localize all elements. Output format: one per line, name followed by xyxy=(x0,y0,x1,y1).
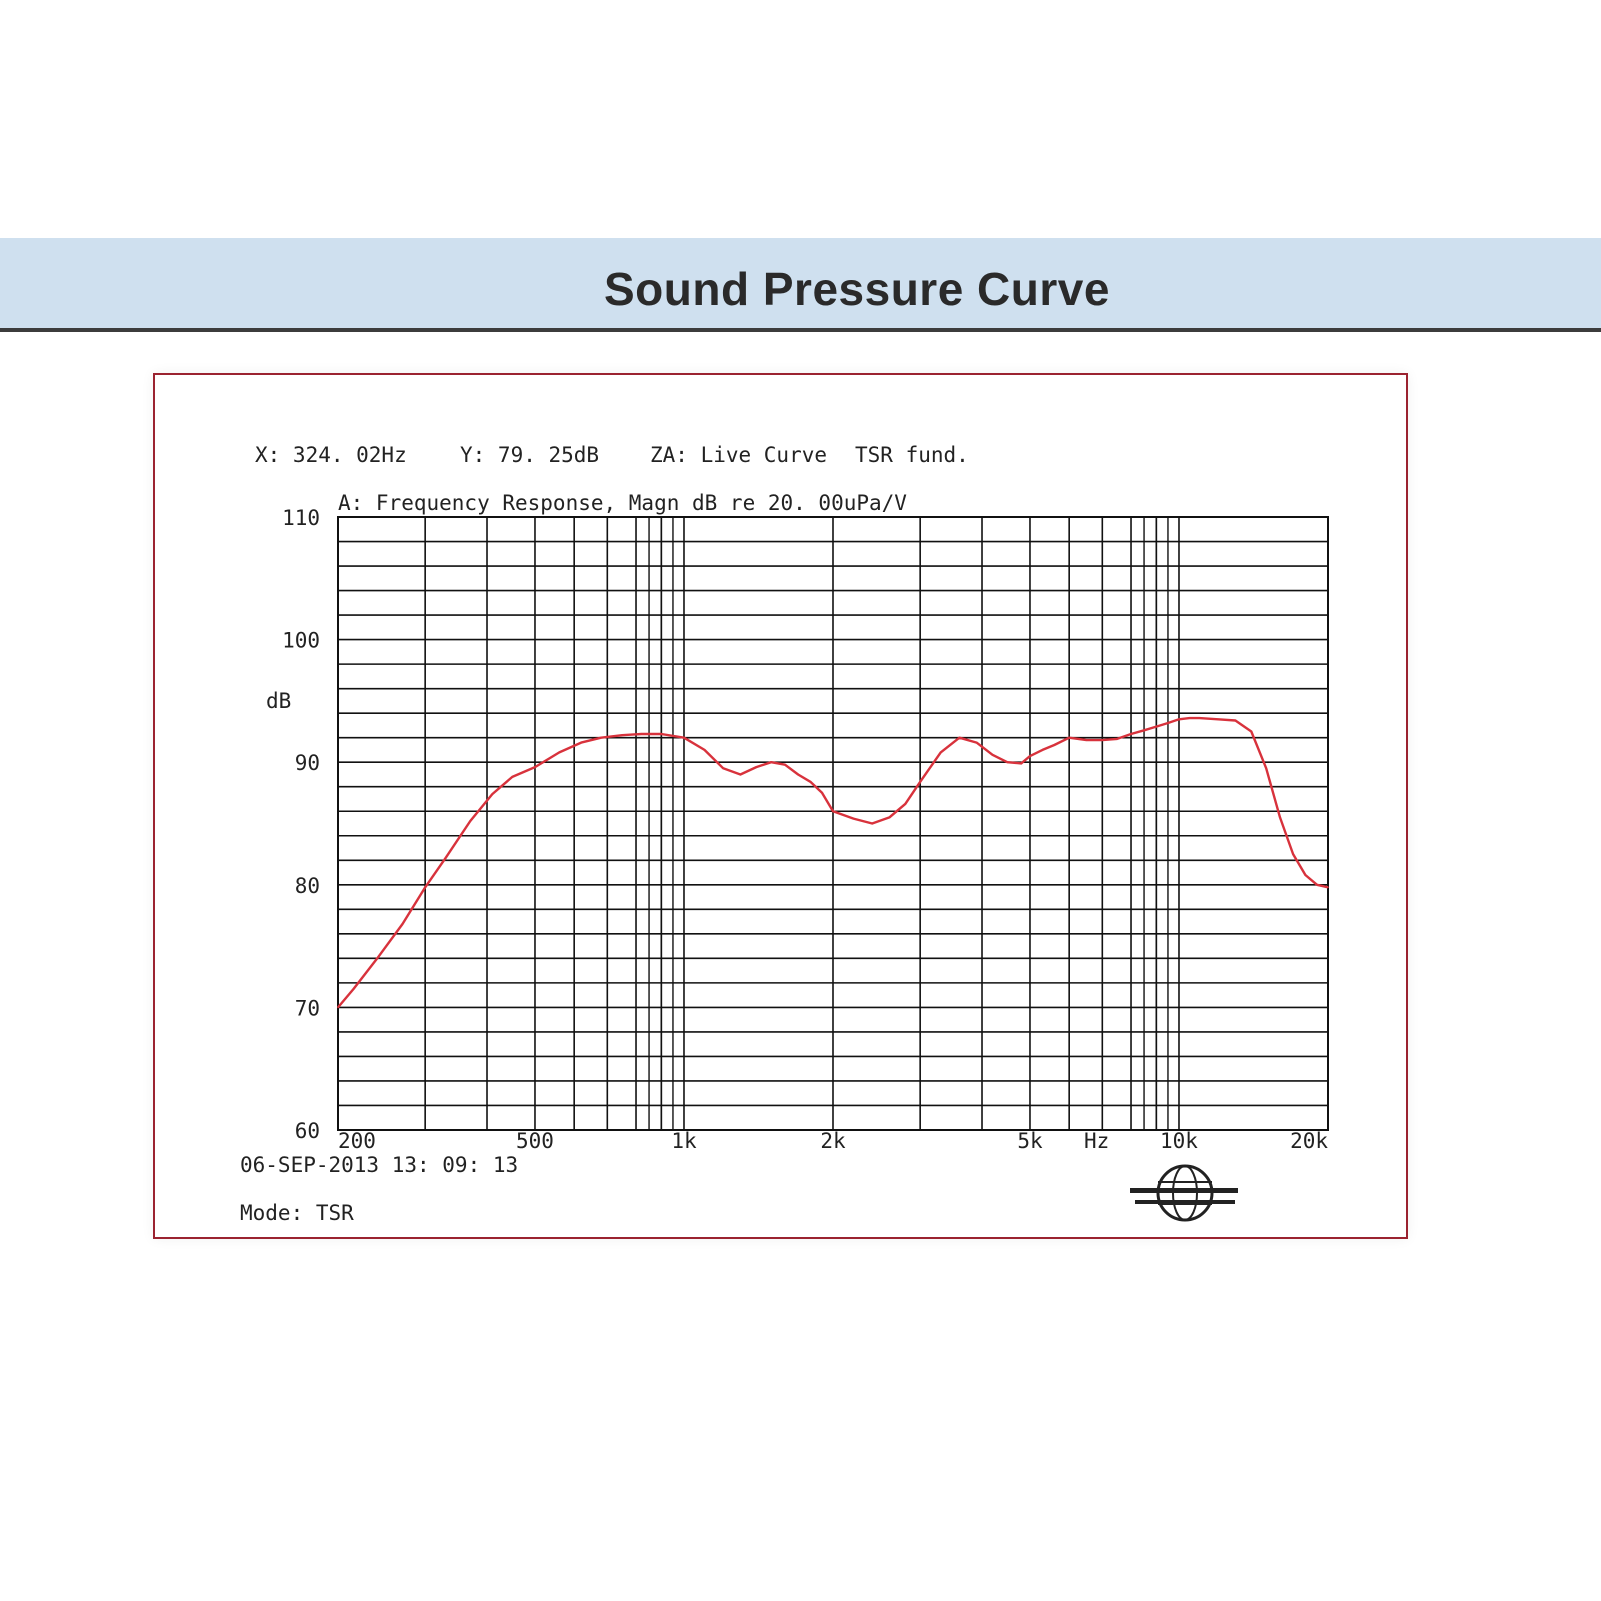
y-tick-label: 100 xyxy=(282,629,320,653)
curve-point xyxy=(871,822,873,825)
cursor-x-readout: X: 324. 02Hz xyxy=(255,443,407,467)
x-tick-label: 200 xyxy=(338,1129,376,1153)
page-title: Sound Pressure Curve xyxy=(604,263,1110,315)
curve-point xyxy=(1250,730,1253,733)
x-tick-label: 500 xyxy=(516,1129,554,1153)
curve-point xyxy=(821,792,823,794)
curve-point xyxy=(755,766,758,768)
curve-point xyxy=(770,761,772,763)
curve-point xyxy=(1006,761,1009,763)
y-tick-label: 60 xyxy=(295,1119,320,1143)
curve-point xyxy=(352,988,355,990)
curve-point xyxy=(1304,874,1307,876)
curve-point xyxy=(401,923,404,925)
chart-grid xyxy=(337,516,1329,1131)
curve-point xyxy=(797,773,799,776)
curve-point xyxy=(784,763,786,766)
cursor-y-readout: Y: 79. 25dB xyxy=(460,443,599,467)
x-tick-label: 20k xyxy=(1290,1129,1328,1153)
chart-frame xyxy=(153,373,1408,1239)
banner-divider xyxy=(0,328,1601,332)
curve-point xyxy=(1029,755,1031,757)
bk-logo: B K xyxy=(1130,1164,1238,1222)
title-banner xyxy=(0,238,1601,330)
timestamp: 06-SEP-2013 13: 09: 13 xyxy=(240,1153,518,1177)
curve-point xyxy=(919,781,921,783)
curve-layer xyxy=(337,716,1329,1009)
curve-point xyxy=(832,810,834,813)
y-tick-label: 110 xyxy=(282,506,320,530)
curve-point xyxy=(852,817,855,820)
curve-point xyxy=(1279,816,1281,819)
curve-point xyxy=(376,957,378,960)
curve-point xyxy=(1198,717,1201,719)
curve-point xyxy=(1085,739,1088,741)
curve-point xyxy=(491,793,494,795)
curve-point xyxy=(1101,739,1104,741)
curve-point xyxy=(1327,886,1329,889)
curve-point xyxy=(1143,729,1145,732)
curve-point xyxy=(1265,767,1267,770)
curve-point xyxy=(904,803,907,805)
curve-point xyxy=(580,741,583,744)
curve-point xyxy=(975,741,978,744)
curve-point xyxy=(1167,722,1169,724)
curve-point xyxy=(991,754,994,756)
curve-point xyxy=(337,1006,339,1009)
chart-subtitle: A: Frequency Response, Magn dB re 20. 00… xyxy=(338,491,907,515)
curve-point xyxy=(640,733,643,735)
curve-point xyxy=(469,820,472,822)
curve-point xyxy=(722,767,724,770)
curve-point xyxy=(1217,718,1219,721)
curve-point xyxy=(1316,884,1318,886)
curve-point xyxy=(444,857,447,859)
curve-point xyxy=(558,751,561,754)
curve-point xyxy=(1130,733,1132,735)
curve-point xyxy=(958,736,961,739)
x-tick-label: 5k xyxy=(1017,1129,1043,1153)
x-axis-unit-label: Hz xyxy=(1084,1129,1109,1153)
mode-label: Mode: TSR xyxy=(240,1201,354,1225)
curve-point xyxy=(1116,738,1118,740)
curve-point xyxy=(888,816,891,819)
curve-point xyxy=(534,766,536,768)
x-tick-label: 10k xyxy=(1160,1129,1198,1153)
curve-point xyxy=(809,781,812,783)
curve-point xyxy=(424,886,426,889)
curve-point xyxy=(660,733,663,735)
y-axis-label: dB xyxy=(266,689,291,713)
curve-point xyxy=(1053,744,1056,746)
curve-point xyxy=(1041,749,1044,751)
curve-point xyxy=(1020,762,1023,765)
curve-point xyxy=(600,736,602,739)
y-tick-label: 70 xyxy=(295,996,320,1020)
curve-point xyxy=(703,749,706,751)
curve-point xyxy=(739,773,742,776)
y-tick-label: 90 xyxy=(295,751,320,775)
curve-point xyxy=(1292,853,1294,855)
curve-point xyxy=(683,736,685,739)
x-tick-label: 2k xyxy=(820,1129,846,1153)
x-tick-label: 1k xyxy=(671,1129,697,1153)
za-label: ZA: Live Curve xyxy=(650,443,827,467)
curve-point xyxy=(511,776,514,778)
y-tick-label: 80 xyxy=(295,874,320,898)
curve-point xyxy=(1068,736,1070,739)
tick-labels: 110 100 90 80 70 60 200 500 1k 2k 5k 10k 20k xyxy=(282,506,1328,1153)
curve-point xyxy=(939,751,942,754)
curve-point xyxy=(621,734,623,737)
curve-point xyxy=(1234,719,1237,722)
curve-point xyxy=(1188,717,1191,719)
curve-point xyxy=(1178,718,1180,721)
tsr-label: TSR fund. xyxy=(855,443,969,467)
curve-point xyxy=(1155,725,1158,728)
